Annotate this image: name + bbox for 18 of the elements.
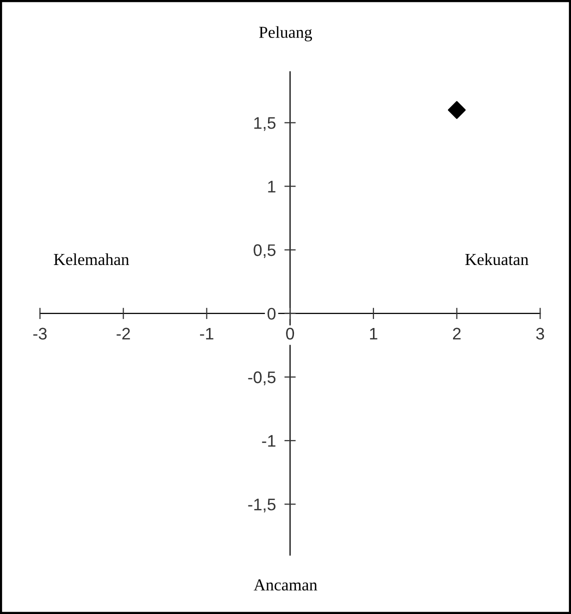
x-tick-label: 2 [453,328,461,340]
x-tick-label: -2 [116,328,130,340]
y-tick-label: -0,5 [248,371,276,386]
text: Peluang [259,26,312,42]
x-tick-label: -1 [200,328,214,340]
x-tick-label: 1 [370,328,378,340]
y-tick-label: 0 [268,308,276,320]
y-tick-label: 1,5 [254,117,276,131]
y-tick-label: -1 [262,435,276,447]
y-tick-label: -1,5 [248,498,276,512]
x-tick-label: -3 [33,328,47,340]
x-tick-label: 3 [536,328,544,340]
annotation: Kelemahan [54,253,130,266]
x-tick-label: 0 [286,328,294,340]
y-tick-label: 0,5 [254,244,276,258]
y-tick-label: 1 [268,180,276,192]
text: Ancaman [254,579,318,591]
annotation: Kekuatan [465,253,528,266]
